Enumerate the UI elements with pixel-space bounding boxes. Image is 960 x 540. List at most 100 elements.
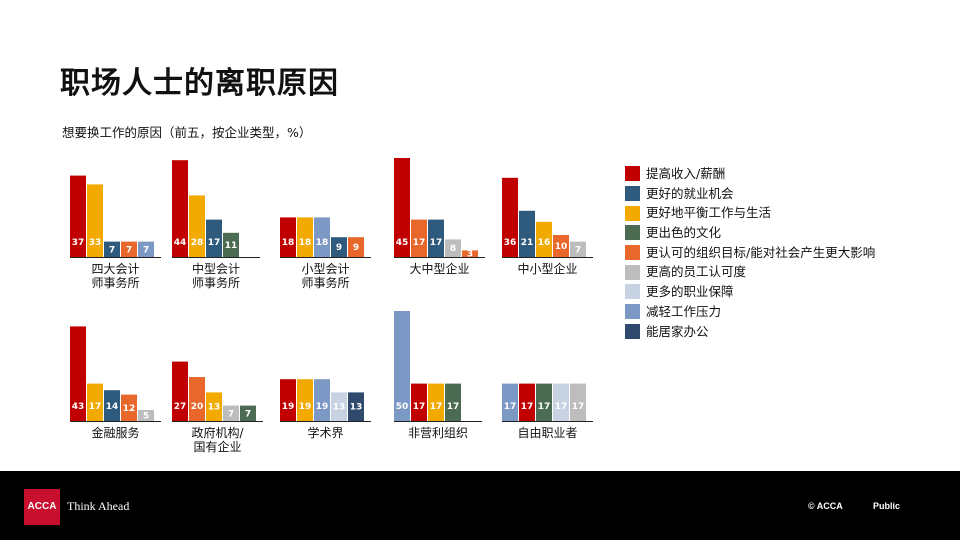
- bar-value-label: 19: [316, 402, 329, 412]
- category-label: 金融服务: [91, 425, 139, 440]
- chart-subtitle: 想要换工作的原因（前五，按企业类型，%）: [62, 125, 312, 140]
- legend-item: 减轻工作压力: [625, 302, 875, 322]
- bar-value-label: 17: [538, 402, 551, 412]
- legend-swatch: [625, 166, 640, 182]
- bar-value-label: 17: [413, 402, 426, 412]
- bar-value-label: 12: [123, 404, 136, 414]
- category-label: 师事务所: [91, 275, 139, 290]
- bar-value-label: 17: [208, 238, 221, 248]
- legend-swatch: [625, 245, 640, 261]
- bar-value-label: 17: [430, 402, 443, 412]
- bar: [411, 383, 427, 421]
- bar-value-label: 7: [228, 409, 234, 419]
- bar: [172, 361, 188, 421]
- legend-item: 更好地平衡工作与生活: [625, 203, 875, 223]
- bar: [70, 326, 86, 421]
- legend-swatch: [625, 205, 640, 221]
- bar-value-label: 44: [174, 238, 187, 248]
- bar-value-label: 45: [396, 238, 409, 248]
- bar: [394, 311, 410, 421]
- category-label: 学术界: [307, 425, 343, 440]
- small-multiple-chart: 17 17 17 17 17 自由职业者: [502, 383, 593, 440]
- tagline: Think Ahead: [67, 499, 130, 513]
- legend-label: 减轻工作压力: [646, 303, 722, 319]
- bar-value-label: 19: [282, 402, 295, 412]
- bar: [519, 210, 535, 257]
- bar: [297, 217, 313, 257]
- bar: [206, 219, 222, 257]
- bar: [314, 217, 330, 257]
- category-label: 大中型企业: [409, 261, 469, 276]
- bar-value-label: 17: [447, 402, 460, 412]
- bar: [70, 175, 86, 257]
- bar-value-label: 33: [89, 238, 102, 248]
- legend-label: 更好地平衡工作与生活: [646, 205, 772, 221]
- bar: [502, 177, 518, 257]
- legend-swatch: [625, 186, 640, 202]
- bar: [189, 377, 205, 421]
- bar: [462, 250, 478, 257]
- small-multiple-chart: 36 21 16 10 7 中小型企业: [502, 177, 593, 276]
- legend-item: 提高收入/薪酬: [625, 164, 875, 184]
- bar-value-label: 36: [504, 238, 517, 248]
- bar-value-label: 16: [538, 238, 551, 248]
- bar: [445, 239, 461, 257]
- footer-bar: ACCA Think Ahead © ACCA Public: [0, 471, 960, 540]
- bar: [206, 392, 222, 421]
- legend-label: 更好的就业机会: [646, 185, 734, 201]
- copyright-text: © ACCA: [808, 501, 843, 511]
- bar: [553, 235, 569, 257]
- bar: [553, 383, 569, 421]
- bar-value-label: 37: [72, 238, 85, 248]
- bar: [121, 241, 137, 257]
- bar: [570, 241, 586, 257]
- category-label: 中型会计: [192, 261, 240, 276]
- bar: [411, 219, 427, 257]
- bar-value-label: 17: [89, 402, 102, 412]
- bar-value-label: 27: [174, 402, 187, 412]
- bar: [172, 160, 188, 257]
- legend-item: 更出色的文化: [625, 223, 875, 243]
- bar: [428, 219, 444, 257]
- bar: [314, 379, 330, 421]
- bar: [445, 383, 461, 421]
- legend-swatch: [625, 264, 640, 280]
- bar-value-label: 18: [282, 238, 295, 248]
- small-multiple-chart: 43 17 14 12 5 金融服务: [70, 326, 161, 440]
- category-label: 小型会计: [301, 262, 349, 276]
- legend-swatch: [625, 304, 640, 320]
- category-label: 中小型企业: [517, 261, 577, 276]
- legend-item: 能居家办公: [625, 322, 875, 342]
- legend-label: 能居家办公: [646, 323, 709, 339]
- small-multiple-chart: 50 17 17 17 非营利组织: [394, 311, 482, 440]
- bar-value-label: 21: [521, 238, 534, 248]
- bar-value-label: 9: [353, 243, 359, 253]
- bar: [348, 237, 364, 257]
- bar-value-label: 28: [191, 238, 204, 248]
- bar: [223, 232, 239, 257]
- bar-value-label: 43: [72, 402, 85, 412]
- bar: [536, 221, 552, 257]
- category-label: 师事务所: [301, 275, 349, 290]
- bar-value-label: 10: [555, 242, 568, 252]
- bar-value-label: 7: [575, 245, 581, 255]
- bar-value-label: 19: [299, 402, 312, 412]
- bar: [331, 237, 347, 257]
- bar-value-label: 7: [245, 409, 251, 419]
- category-label: 国有企业: [193, 439, 241, 454]
- legend-label: 更认可的组织目标/能对社会产生更大影响: [646, 244, 876, 260]
- classification-label: Public: [873, 501, 901, 511]
- bar-value-label: 7: [143, 245, 149, 255]
- legend-item: 更高的员工认可度: [625, 262, 875, 282]
- bar-value-label: 17: [555, 402, 568, 412]
- bar-value-label: 50: [396, 402, 409, 412]
- bar: [189, 195, 205, 257]
- bar-value-label: 8: [450, 244, 456, 254]
- bar: [223, 405, 239, 421]
- bar-value-label: 17: [572, 402, 585, 412]
- bar-value-label: 17: [430, 238, 443, 248]
